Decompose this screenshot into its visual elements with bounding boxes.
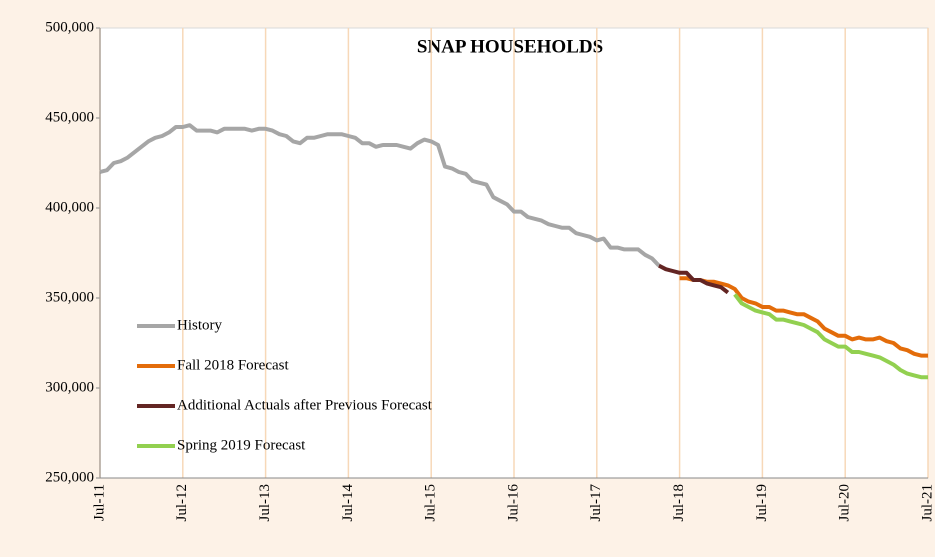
x-tick-label: Jul-16 xyxy=(505,484,521,522)
y-tick-label: 300,000 xyxy=(45,379,94,395)
x-tick-label: Jul-17 xyxy=(588,484,604,522)
x-tick-label: Jul-18 xyxy=(671,484,687,522)
series-line xyxy=(733,293,928,380)
x-tick-label: Jul-21 xyxy=(919,484,935,522)
x-tick-label: Jul-12 xyxy=(174,484,190,522)
legend-label: History xyxy=(177,317,223,333)
x-tick-label: Jul-15 xyxy=(423,484,439,522)
chart-title: SNAP HOUSEHOLDS xyxy=(417,36,603,57)
x-tick-label: Jul-13 xyxy=(257,484,273,522)
y-tick-label: 400,000 xyxy=(45,199,94,215)
legend-label: Spring 2019 Forecast xyxy=(177,437,306,453)
series-line xyxy=(657,263,730,295)
legend-label: Additional Actuals after Previous Foreca… xyxy=(177,397,433,413)
legend-label: Fall 2018 Forecast xyxy=(177,357,289,373)
series-line xyxy=(679,276,928,358)
x-tick-label: Jul-19 xyxy=(754,484,770,522)
y-tick-label: 350,000 xyxy=(45,289,94,305)
y-tick-label: 450,000 xyxy=(45,109,94,125)
y-tick-label: 250,000 xyxy=(45,469,94,485)
x-tick-label: Jul-11 xyxy=(91,484,107,521)
x-tick-label: Jul-20 xyxy=(837,484,853,522)
x-tick-label: Jul-14 xyxy=(340,484,356,522)
series-line xyxy=(99,123,661,267)
y-tick-label: 500,000 xyxy=(45,19,94,35)
